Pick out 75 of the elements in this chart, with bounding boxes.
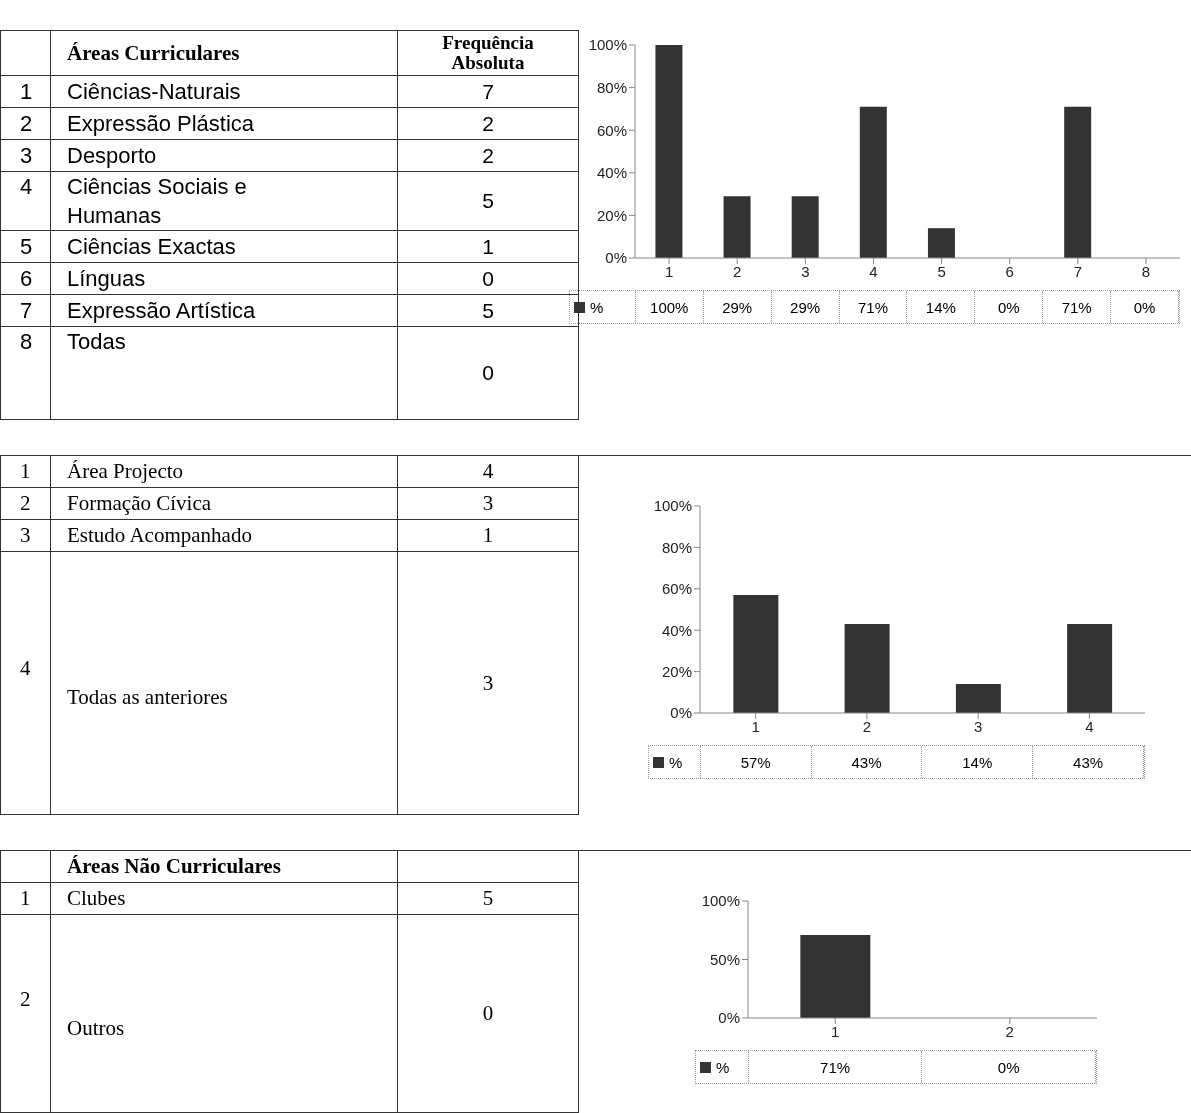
category-label: 7 Expressão Artística: [20, 298, 256, 323]
text: 5: [397, 882, 579, 915]
legend-label: %: [590, 298, 604, 316]
data-label: 29%: [771, 291, 840, 323]
text: Frequência Absoluta: [441, 32, 535, 73]
y-tick-label: 60%: [661, 580, 692, 598]
text: 3 Desporto: [20, 143, 157, 168]
legend-label: %: [716, 1058, 730, 1076]
x-tick-label: 1: [751, 717, 760, 735]
category-label: 4 Ciências Sociais e: [20, 174, 247, 199]
x-tick-label: 4: [1085, 717, 1094, 735]
x-tick-label: 2: [733, 262, 742, 280]
data-label: 0%: [922, 1051, 1096, 1083]
y-tick-label: 100%: [701, 892, 740, 910]
x-tick-label: 2: [862, 717, 872, 735]
y-tick-label: 100%: [588, 36, 627, 54]
text: 0: [397, 262, 579, 295]
text: 5 Ciências Exactas: [20, 234, 236, 259]
y-tick-label: 20%: [661, 662, 692, 680]
text: Todas as anteriores: [67, 685, 228, 709]
text: Humanas: [67, 203, 162, 228]
y-tick-label: 40%: [661, 621, 692, 639]
data-label: 0%: [1111, 291, 1180, 323]
x-tick-label: 4: [869, 262, 878, 280]
data-label: 71%: [839, 291, 908, 323]
text: Áreas Não Curriculares: [50, 850, 398, 883]
y-tick-label: 100%: [653, 497, 692, 515]
y-tick-label: 50%: [709, 950, 740, 968]
data-label: 43%: [1033, 746, 1144, 778]
legend-label: %: [669, 753, 683, 771]
x-tick-label: 6: [1005, 262, 1014, 280]
data-label: 71%: [748, 1051, 923, 1083]
text: 4: [397, 455, 579, 488]
text: Áreas Curriculares: [50, 30, 398, 76]
x-tick-label: 8: [1141, 262, 1151, 280]
y-tick-label: 80%: [596, 78, 627, 96]
data-label: 43%: [811, 746, 923, 778]
data-label: 29%: [703, 291, 772, 323]
data-label: 14%: [922, 746, 1034, 778]
category-label: 6 Línguas: [20, 266, 146, 291]
x-tick-label: 1: [664, 262, 674, 280]
y-tick-label: 40%: [596, 164, 627, 182]
y-tick-label: 60%: [596, 121, 627, 139]
x-tick-label: 3: [801, 262, 810, 280]
text: 0: [397, 914, 579, 1113]
text: 0: [397, 326, 579, 420]
text: 1 Área Projecto: [20, 459, 184, 483]
data-label: 57%: [700, 746, 812, 778]
y-tick-label: 80%: [661, 538, 692, 556]
y-tick-label: 0%: [718, 1009, 740, 1027]
category-label: 1 Clubes: [20, 886, 126, 910]
category-label: 3 Estudo Acompanhado: [20, 523, 252, 547]
text: 7: [397, 75, 579, 108]
y-tick-label: 0%: [605, 249, 627, 267]
category-label: 2 Formação Cívica: [20, 491, 212, 515]
data-label: 14%: [907, 291, 976, 323]
category-label: 8 Todas: [20, 329, 126, 354]
x-tick-label: 7: [1073, 262, 1082, 280]
x-tick-label: 5: [937, 262, 946, 280]
text: 5: [397, 171, 579, 231]
text: 5: [397, 294, 579, 327]
text: 1: [397, 519, 579, 552]
data-label: 71%: [1043, 291, 1112, 323]
text: 4: [20, 656, 31, 680]
x-tick-label: 3: [973, 717, 983, 735]
data-label: 0%: [975, 291, 1044, 323]
text: 2: [397, 139, 579, 172]
text: 2: [20, 986, 31, 1011]
text: 2: [397, 107, 579, 140]
y-tick-label: 20%: [596, 206, 627, 224]
y-tick-label: 0%: [670, 704, 692, 722]
text: Outros: [67, 1015, 125, 1040]
category-label: 1 Ciências-Naturais: [20, 79, 241, 104]
text: 3: [397, 487, 579, 520]
text: 2 Expressão Plástica: [20, 111, 255, 136]
